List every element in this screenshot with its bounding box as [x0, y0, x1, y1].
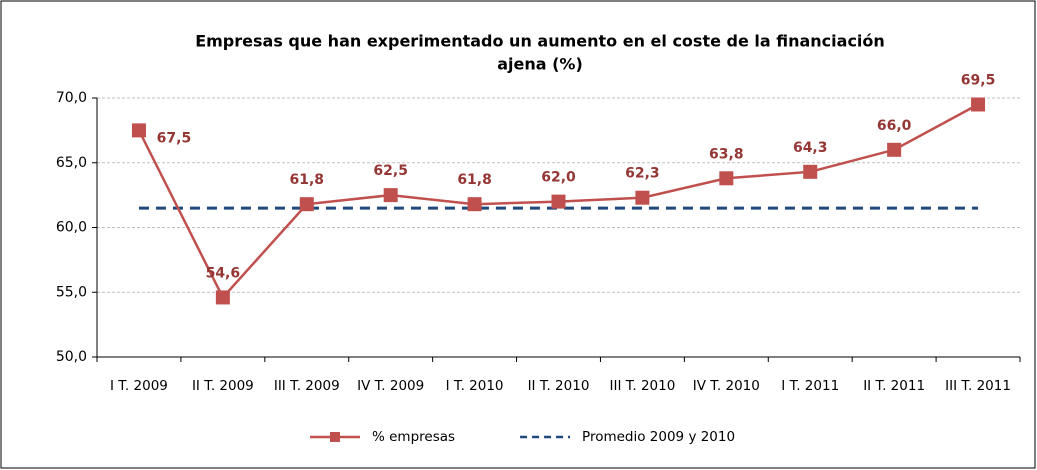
x-tick-label: I T. 2010 — [446, 378, 504, 394]
x-tick-label: IV T. 2010 — [693, 378, 760, 394]
data-label: 62,0 — [541, 170, 576, 186]
legend-marker — [330, 432, 340, 442]
y-tick-label: 70,0 — [56, 90, 87, 106]
legend-label: % empresas — [372, 429, 455, 445]
x-tick-label: IV T. 2009 — [357, 378, 424, 394]
marker — [467, 197, 482, 212]
marker — [635, 190, 650, 205]
data-label: 63,8 — [709, 146, 744, 162]
data-label: 69,5 — [961, 72, 996, 88]
legend-label: Promedio 2009 y 2010 — [582, 429, 735, 445]
chart-title: ajena (%) — [497, 55, 583, 74]
marker — [803, 164, 818, 179]
marker — [719, 171, 734, 186]
data-label: 67,5 — [157, 130, 192, 146]
x-tick-label: II T. 2011 — [863, 378, 925, 394]
y-tick-label: 55,0 — [56, 284, 87, 300]
marker — [299, 197, 314, 212]
chart-title: Empresas que han experimentado un aument… — [195, 32, 885, 51]
x-tick-label: III T. 2011 — [945, 378, 1011, 394]
y-tick-label: 60,0 — [56, 220, 87, 236]
marker — [887, 142, 902, 157]
y-tick-label: 50,0 — [56, 349, 87, 365]
marker — [971, 97, 986, 112]
x-tick-label: I T. 2011 — [781, 378, 839, 394]
x-tick-label: II T. 2009 — [192, 378, 254, 394]
data-label: 64,3 — [793, 140, 828, 156]
marker — [131, 123, 146, 138]
x-tick-label: III T. 2009 — [274, 378, 340, 394]
x-tick-label: I T. 2009 — [110, 378, 168, 394]
data-label: 62,5 — [373, 163, 408, 179]
x-tick-label: III T. 2010 — [609, 378, 675, 394]
data-label: 66,0 — [877, 118, 912, 134]
marker — [215, 290, 230, 305]
data-label: 61,8 — [457, 172, 492, 188]
marker — [551, 194, 566, 209]
x-tick-label: II T. 2010 — [528, 378, 590, 394]
data-label: 61,8 — [289, 172, 324, 188]
y-tick-label: 65,0 — [56, 155, 87, 171]
data-label: 54,6 — [206, 265, 241, 281]
data-label: 62,3 — [625, 166, 660, 182]
marker — [383, 188, 398, 203]
